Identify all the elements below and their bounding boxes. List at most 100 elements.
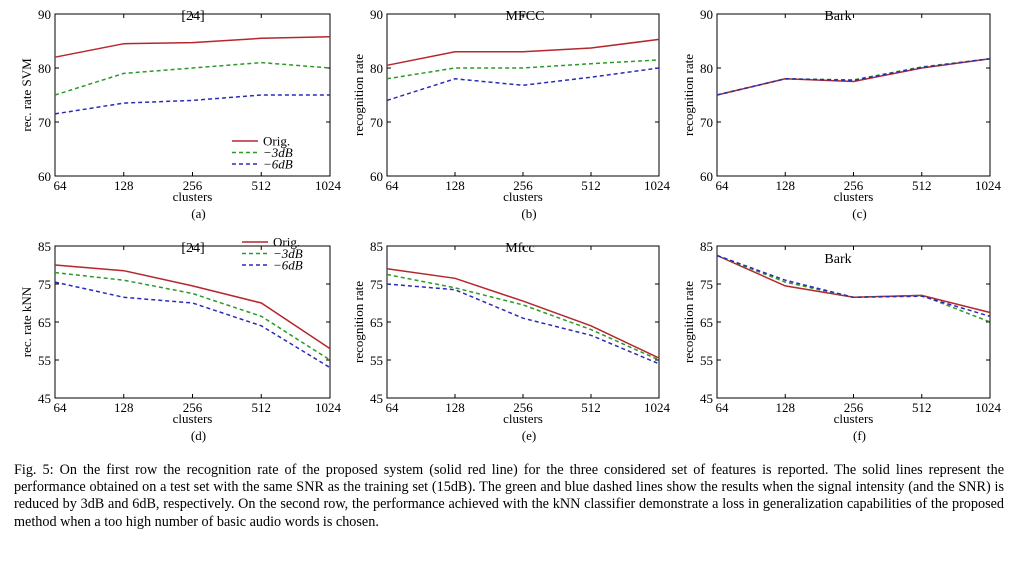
x-tick-label: 128 bbox=[776, 400, 796, 415]
x-tick-label: 64 bbox=[54, 178, 68, 193]
y-tick-label: 45 bbox=[700, 391, 713, 406]
chart-title: Bark bbox=[824, 9, 851, 24]
chart-panel-5 bbox=[716, 245, 991, 399]
y-tick-label: 65 bbox=[700, 315, 713, 330]
y-tick-label: 60 bbox=[38, 169, 51, 184]
x-axis-label: clusters bbox=[173, 411, 213, 426]
series-line-0 bbox=[386, 38, 660, 67]
y-tick-label: 75 bbox=[38, 277, 51, 292]
y-tick-label: 85 bbox=[700, 239, 713, 254]
legend-label: Orig. bbox=[263, 134, 290, 149]
y-tick-label: 90 bbox=[38, 7, 51, 22]
x-tick-label: 128 bbox=[114, 400, 134, 415]
panel-label: (f) bbox=[853, 428, 866, 443]
chart-title: [24] bbox=[181, 9, 204, 24]
x-tick-label: 512 bbox=[581, 400, 601, 415]
y-axis-label: recognition rate bbox=[681, 281, 696, 363]
series-line-0 bbox=[54, 35, 331, 58]
caption-label: Fig. 5: bbox=[14, 462, 54, 478]
plot-frame bbox=[716, 13, 991, 177]
y-tick-label: 80 bbox=[370, 61, 383, 76]
x-tick-label: 128 bbox=[445, 400, 465, 415]
y-tick-label: 75 bbox=[700, 277, 713, 292]
x-axis-label: clusters bbox=[834, 411, 874, 426]
y-tick-label: 65 bbox=[370, 315, 383, 330]
chart-title: MFCC bbox=[506, 9, 545, 24]
x-tick-label: 256 bbox=[844, 400, 864, 415]
y-tick-label: 70 bbox=[370, 115, 383, 130]
series-line-2 bbox=[716, 254, 991, 318]
figure-caption: Fig. 5: On the first row the recognition… bbox=[14, 462, 1004, 531]
y-tick-label: 70 bbox=[38, 115, 51, 130]
x-tick-label: 256 bbox=[844, 178, 864, 193]
y-tick-label: 55 bbox=[38, 353, 51, 368]
x-tick-label: 64 bbox=[386, 400, 400, 415]
legend-label: −6dB bbox=[263, 157, 293, 172]
series-line-0 bbox=[386, 268, 660, 359]
plot-frame bbox=[386, 13, 660, 177]
x-tick-label: 128 bbox=[114, 178, 134, 193]
chart-panel-3 bbox=[54, 241, 331, 399]
x-axis-label: clusters bbox=[834, 189, 874, 204]
x-tick-label: 1024 bbox=[644, 400, 671, 415]
y-tick-label: 75 bbox=[370, 277, 383, 292]
y-tick-label: 45 bbox=[38, 391, 51, 406]
chart-panel-2 bbox=[716, 13, 991, 177]
y-tick-label: 80 bbox=[38, 61, 51, 76]
x-tick-label: 1024 bbox=[315, 178, 342, 193]
series-line-2 bbox=[386, 67, 660, 102]
y-axis-label: recognition rate bbox=[351, 54, 366, 136]
y-tick-label: 90 bbox=[370, 7, 383, 22]
x-tick-label: 1024 bbox=[975, 400, 1002, 415]
y-tick-label: 80 bbox=[700, 61, 713, 76]
series-line-0 bbox=[716, 58, 991, 96]
x-tick-label: 512 bbox=[252, 178, 272, 193]
x-tick-label: 512 bbox=[912, 178, 932, 193]
x-tick-label: 1024 bbox=[975, 178, 1002, 193]
panel-label: (d) bbox=[191, 428, 206, 443]
series-line-1 bbox=[54, 271, 331, 361]
y-tick-label: 85 bbox=[370, 239, 383, 254]
x-tick-label: 64 bbox=[386, 178, 400, 193]
y-tick-label: 65 bbox=[38, 315, 51, 330]
legend-label: −3dB bbox=[263, 145, 293, 160]
y-tick-label: 70 bbox=[700, 115, 713, 130]
x-tick-label: 1024 bbox=[644, 178, 671, 193]
series-line-0 bbox=[54, 264, 331, 350]
x-tick-label: 512 bbox=[252, 400, 272, 415]
y-tick-label: 90 bbox=[700, 7, 713, 22]
x-tick-label: 128 bbox=[445, 178, 465, 193]
series-line-2 bbox=[54, 281, 331, 369]
panel-label: (c) bbox=[852, 206, 866, 221]
x-axis-label: clusters bbox=[503, 189, 543, 204]
y-axis-label: rec. rate SVM bbox=[19, 58, 34, 132]
panel-label: (b) bbox=[521, 206, 536, 221]
y-axis-label: rec. rate kNN bbox=[19, 286, 34, 357]
chart-panel-4 bbox=[386, 245, 660, 399]
chart-title: Mfcc bbox=[505, 241, 535, 256]
x-tick-label: 256 bbox=[513, 178, 533, 193]
x-tick-label: 256 bbox=[183, 400, 203, 415]
x-tick-label: 256 bbox=[513, 400, 533, 415]
series-line-1 bbox=[386, 59, 660, 80]
x-tick-label: 512 bbox=[912, 400, 932, 415]
x-tick-label: 512 bbox=[581, 178, 601, 193]
y-tick-label: 55 bbox=[370, 353, 383, 368]
chart-title: Bark bbox=[824, 252, 851, 267]
y-axis-label: recognition rate bbox=[351, 281, 366, 363]
legend-label: Orig. bbox=[273, 235, 300, 250]
series-line-1 bbox=[54, 61, 331, 96]
y-tick-label: 45 bbox=[370, 391, 383, 406]
chart-panel-0 bbox=[54, 13, 331, 177]
panel-label: (a) bbox=[191, 206, 205, 221]
plot-frame bbox=[716, 245, 991, 399]
series-line-2 bbox=[386, 283, 660, 365]
x-tick-label: 64 bbox=[716, 400, 730, 415]
x-tick-label: 128 bbox=[776, 178, 796, 193]
x-tick-label: 256 bbox=[183, 178, 203, 193]
y-tick-label: 85 bbox=[38, 239, 51, 254]
chart-title: [24] bbox=[181, 241, 204, 256]
plot-frame bbox=[386, 245, 660, 399]
x-tick-label: 1024 bbox=[315, 400, 342, 415]
legend-label: −6dB bbox=[273, 258, 303, 273]
